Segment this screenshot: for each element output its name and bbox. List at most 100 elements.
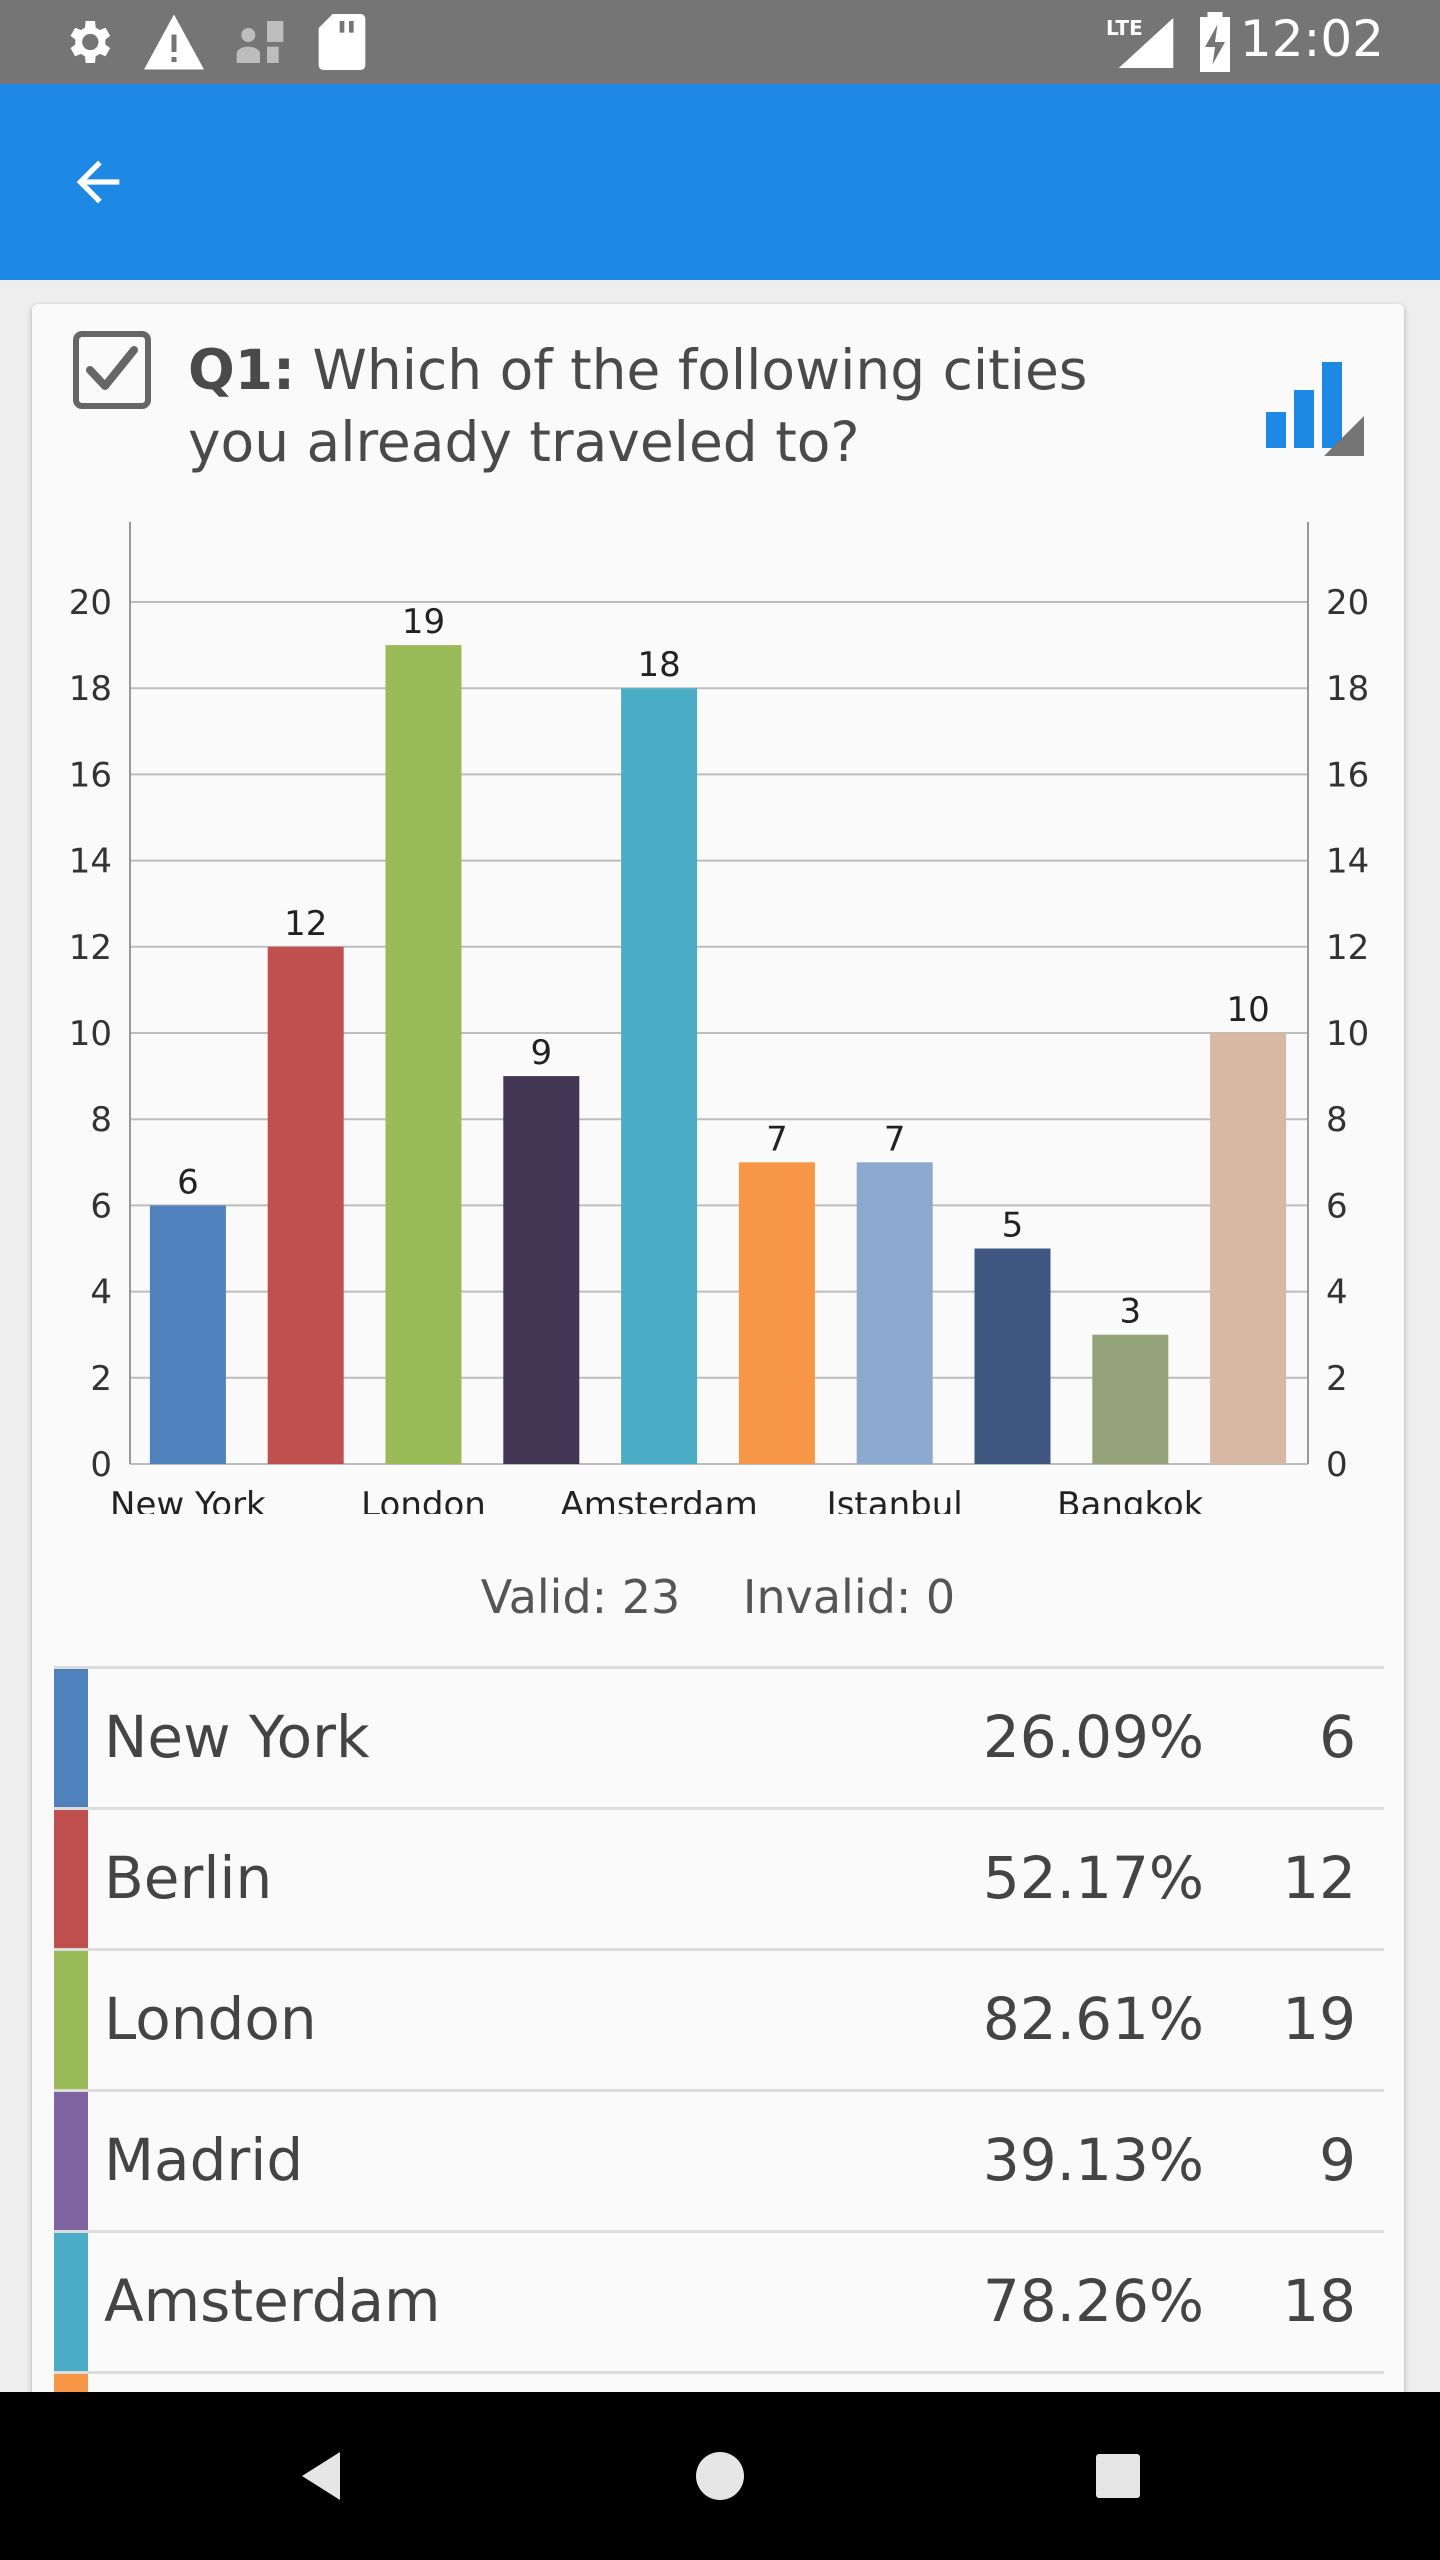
data-label: 9 bbox=[530, 1033, 552, 1073]
arrow-back-icon bbox=[76, 160, 120, 204]
navigation-bar bbox=[0, 2392, 1440, 2560]
y-tick-label-right: 0 bbox=[1326, 1445, 1348, 1485]
y-tick-label-right: 4 bbox=[1326, 1273, 1348, 1313]
y-tick-label-left: 2 bbox=[90, 1359, 112, 1399]
y-tick-label-left: 0 bbox=[90, 1445, 112, 1485]
result-row[interactable]: London 82.61% 19 bbox=[54, 1951, 1384, 2092]
gear-icon bbox=[70, 21, 111, 63]
result-label: Berlin bbox=[104, 1844, 273, 1912]
data-label: 18 bbox=[637, 645, 680, 685]
valid-count: Valid: 23 bbox=[480, 1570, 681, 1624]
data-label: 19 bbox=[402, 602, 445, 642]
data-label: 7 bbox=[766, 1119, 788, 1159]
result-label: Madrid bbox=[104, 2126, 304, 2194]
y-tick-label-right: 14 bbox=[1326, 842, 1369, 882]
bar bbox=[621, 688, 698, 1464]
y-tick-label-right: 18 bbox=[1326, 669, 1369, 709]
contacts-icon bbox=[236, 21, 284, 63]
back-triangle-icon[interactable] bbox=[282, 2436, 362, 2516]
result-color-swatch bbox=[54, 2233, 88, 2371]
y-tick-label-left: 18 bbox=[69, 669, 112, 709]
result-color-swatch bbox=[54, 1810, 88, 1948]
battery-charging-icon bbox=[1200, 12, 1230, 72]
y-tick-label-right: 2 bbox=[1326, 1359, 1348, 1399]
y-tick-label-left: 10 bbox=[69, 1014, 112, 1054]
y-tick-label-left: 14 bbox=[69, 842, 112, 882]
question-number: Q1: bbox=[188, 338, 296, 402]
home-circle-icon[interactable] bbox=[680, 2436, 760, 2516]
clock: 12:02 bbox=[1239, 10, 1384, 68]
data-label: 7 bbox=[884, 1119, 906, 1159]
x-tick-label: Bangkok bbox=[1057, 1485, 1204, 1514]
status-bar: LTE 12:02 bbox=[0, 0, 1440, 84]
result-label: New York bbox=[104, 1703, 370, 1771]
y-tick-label-left: 6 bbox=[90, 1186, 112, 1226]
result-row[interactable]: Amsterdam 78.26% 18 bbox=[54, 2233, 1384, 2374]
result-row[interactable]: Berlin 52.17% 12 bbox=[54, 1810, 1384, 1951]
result-count: 18 bbox=[1282, 2267, 1356, 2335]
y-tick-label-right: 16 bbox=[1326, 755, 1369, 795]
y-tick-label-left: 12 bbox=[69, 928, 112, 968]
y-tick-label-right: 12 bbox=[1326, 928, 1369, 968]
y-tick-label-right: 8 bbox=[1326, 1100, 1348, 1140]
result-percent: 82.61% bbox=[982, 1985, 1204, 2053]
result-count: 12 bbox=[1282, 1844, 1356, 1912]
signal-icon bbox=[1118, 18, 1174, 68]
bar bbox=[856, 1162, 933, 1464]
question-text: Which of the following cities you alread… bbox=[188, 338, 1088, 474]
data-label: 3 bbox=[1119, 1292, 1141, 1332]
data-label: 10 bbox=[1226, 990, 1269, 1030]
response-summary: Valid: 23 Invalid: 0 bbox=[32, 1570, 1404, 1624]
result-color-swatch bbox=[54, 2092, 88, 2230]
y-tick-label-right: 6 bbox=[1326, 1186, 1348, 1226]
bar bbox=[503, 1076, 580, 1464]
result-count: 6 bbox=[1319, 1703, 1356, 1771]
bar bbox=[267, 946, 344, 1464]
data-label: 5 bbox=[1002, 1206, 1024, 1246]
result-row[interactable] bbox=[54, 2374, 1384, 2392]
y-tick-label-left: 16 bbox=[69, 755, 112, 795]
data-label: 6 bbox=[177, 1162, 199, 1202]
sd-card-icon bbox=[318, 14, 366, 70]
checkbox-checked-icon[interactable] bbox=[72, 330, 152, 410]
x-tick-label: Istanbul bbox=[827, 1485, 963, 1514]
bar bbox=[974, 1248, 1051, 1464]
result-label: Amsterdam bbox=[104, 2267, 441, 2335]
y-tick-label-left: 20 bbox=[69, 583, 112, 623]
content-area[interactable]: Q1: Which of the following cities you al… bbox=[0, 280, 1440, 2392]
result-list: New York 26.09% 6 Berlin 52.17% 12 London 82.61… bbox=[54, 1666, 1384, 2392]
bar-chart-svg: 0 0 2 2 4 4 6 6 8 8 10 10 12 12 14 14 16 16 18 18 20 20 6 New Y… bbox=[69, 522, 1369, 1525]
result-count: 9 bbox=[1319, 2126, 1356, 2194]
result-percent: 26.09% bbox=[982, 1703, 1204, 1771]
x-tick-label: Amsterdam bbox=[560, 1485, 757, 1514]
lte-label: LTE bbox=[1106, 16, 1143, 40]
y-tick-label-right: 10 bbox=[1326, 1014, 1369, 1054]
invalid-count: Invalid: 0 bbox=[742, 1570, 956, 1624]
result-percent: 52.17% bbox=[982, 1844, 1204, 1912]
bar bbox=[1210, 1033, 1287, 1464]
question-title: Q1: Which of the following cities you al… bbox=[188, 334, 1188, 478]
result-label: London bbox=[104, 1985, 317, 2053]
bar bbox=[149, 1205, 226, 1464]
result-percent: 39.13% bbox=[982, 2126, 1204, 2194]
data-label: 12 bbox=[284, 904, 327, 944]
bar bbox=[385, 645, 462, 1464]
x-tick-label: New York bbox=[110, 1485, 266, 1514]
question-card: Q1: Which of the following cities you al… bbox=[32, 304, 1404, 2392]
recents-square-icon[interactable] bbox=[1078, 2436, 1158, 2516]
x-tick-label: London bbox=[361, 1485, 486, 1514]
y-tick-label-left: 4 bbox=[90, 1273, 112, 1313]
result-percent: 78.26% bbox=[982, 2267, 1204, 2335]
bar bbox=[1092, 1334, 1169, 1464]
back-button[interactable] bbox=[56, 140, 140, 224]
y-tick-label-left: 8 bbox=[90, 1100, 112, 1140]
result-count: 19 bbox=[1282, 1985, 1356, 2053]
result-color-swatch bbox=[54, 2374, 88, 2392]
app-bar bbox=[0, 84, 1440, 280]
result-row[interactable]: Madrid 39.13% 9 bbox=[54, 2092, 1384, 2233]
bar-chart-icon[interactable] bbox=[1264, 356, 1374, 466]
result-row[interactable]: New York 26.09% 6 bbox=[54, 1669, 1384, 1810]
y-tick-label-right: 20 bbox=[1326, 583, 1369, 623]
bar bbox=[738, 1162, 815, 1464]
result-color-swatch bbox=[54, 1951, 88, 2089]
